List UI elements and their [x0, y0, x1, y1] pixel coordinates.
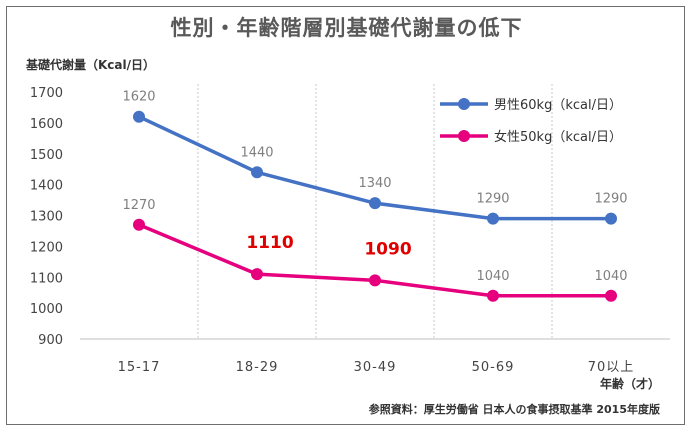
y-tick-label: 1000: [30, 302, 63, 317]
data-label: 1040: [476, 269, 509, 284]
data-label: 1620: [122, 90, 155, 105]
data-point-0: [251, 166, 263, 179]
legend-entry: 女性50kg（kcal/日）: [494, 129, 622, 145]
legend-swatch-marker: [458, 130, 470, 142]
data-point-0: [487, 212, 499, 225]
source-note: 参照資料：厚生労働省 日本人の食事摂取基準 2015年度版: [368, 403, 660, 416]
data-point-1: [251, 268, 263, 281]
data-label: 1290: [594, 192, 627, 207]
y-tick-label: 1500: [30, 148, 63, 163]
data-label: 1090: [364, 239, 411, 259]
y-tick-label: 1100: [30, 271, 63, 286]
x-tick-label: 15-17: [118, 360, 161, 375]
data-point-1: [487, 289, 499, 302]
data-label: 1440: [240, 145, 273, 160]
data-point-1: [369, 274, 381, 287]
data-label: 1340: [358, 176, 391, 191]
y-tick-label: 1400: [30, 179, 63, 194]
data-label: 1040: [594, 269, 627, 284]
y-axis-label: 基礎代謝量（Kcal/日）: [26, 58, 156, 72]
data-point-1: [133, 218, 145, 231]
legend-swatch-marker: [458, 98, 470, 110]
x-tick-label: 18-29: [236, 360, 279, 375]
data-point-0: [133, 110, 145, 123]
x-tick-label: 30-49: [354, 360, 397, 375]
y-tick-label: 1300: [30, 210, 63, 225]
y-tick-label: 1200: [30, 240, 63, 255]
data-point-0: [605, 212, 617, 225]
y-tick-label: 1600: [30, 117, 63, 132]
y-tick-label: 1700: [30, 86, 63, 101]
legend-entry: 男性60kg（kcal/日）: [494, 98, 622, 113]
data-label: 1270: [122, 198, 155, 213]
chart-title: 性別・年齢階層別基礎代謝量の低下: [170, 16, 523, 40]
chart-frame: [6, 6, 685, 425]
x-tick-label: 50-69: [472, 360, 515, 375]
data-label: 1290: [476, 192, 509, 207]
y-tick-label: 900: [38, 333, 63, 348]
x-axis-label: 年齢（才）: [599, 377, 660, 391]
x-tick-label: 70以上: [588, 360, 635, 375]
data-label: 1110: [246, 233, 293, 253]
data-point-1: [605, 289, 617, 302]
data-point-0: [369, 197, 381, 210]
